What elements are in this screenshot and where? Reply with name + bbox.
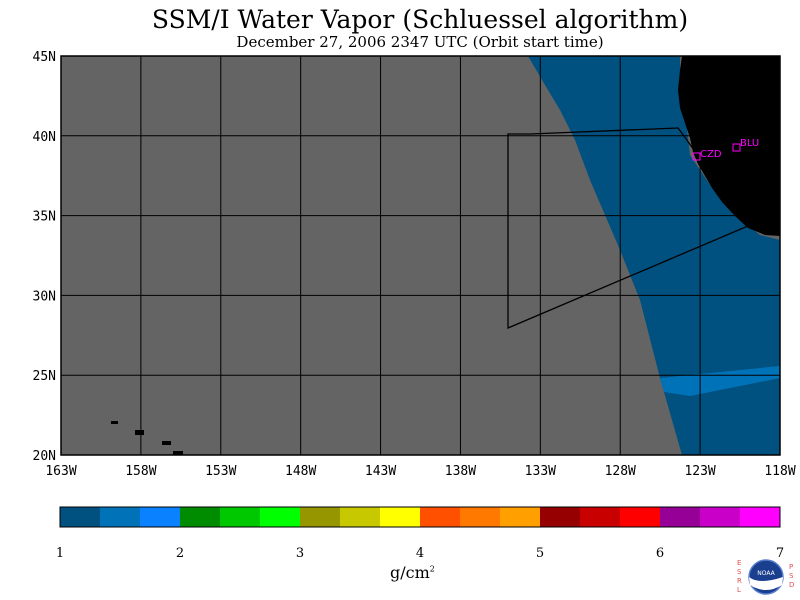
colorbar-swatch [220, 507, 261, 527]
colorbar-swatch [140, 507, 181, 527]
map-title: SSM/I Water Vapor (Schluessel algorithm) [151, 5, 689, 34]
colorbar-swatch [460, 507, 501, 527]
colorbar-swatch [500, 507, 541, 527]
colorbar-swatch [380, 507, 421, 527]
longitude-label: 123W [684, 464, 715, 479]
latitude-label: 35N [33, 210, 56, 225]
longitude-label: 158W [125, 464, 156, 479]
longitude-label: 133W [525, 464, 556, 479]
logo-letter: E [737, 559, 741, 567]
colorbar-swatch [340, 507, 381, 527]
logo-letter: R [737, 577, 742, 585]
colorbar-tick-label: 3 [296, 546, 304, 561]
latitude-label: 25N [33, 369, 56, 384]
longitude-label: 138W [445, 464, 476, 479]
hawaiian-islands [111, 421, 183, 455]
colorbar-tick-label: 2 [176, 546, 184, 561]
colorbar-labels: 1 2 3 4 5 6 7 [56, 546, 784, 561]
longitude-labels: 163W 158W 153W 148W 143W 138W 133W 128W 123W 118W [45, 464, 795, 479]
colorbar-tick-label: 1 [56, 546, 64, 561]
station-blu: BLU [732, 138, 759, 152]
longitude-label: 118W [764, 464, 795, 479]
colorbar-swatch [420, 507, 461, 527]
colorbar-swatch [620, 507, 661, 527]
colorbar-swatch [180, 507, 221, 527]
flight-track [507, 127, 749, 329]
colorbar [59, 506, 781, 528]
colorbar-tick-label: 7 [776, 546, 784, 561]
colorbar-tick-label: 6 [656, 546, 664, 561]
latitude-label: 45N [33, 50, 56, 65]
longitude-label: 163W [45, 464, 76, 479]
colorbar-swatch [60, 507, 101, 527]
colorbar-swatch [740, 507, 781, 527]
logo-letter: L [737, 586, 741, 594]
map-border [60, 55, 781, 456]
logo-letter: S [789, 572, 794, 580]
longitude-label: 153W [205, 464, 236, 479]
colorbar-swatch [300, 507, 341, 527]
latitude-label: 30N [33, 289, 56, 304]
water-vapor-swath [528, 56, 780, 455]
colorbar-swatch [540, 507, 581, 527]
station-label: BLU [740, 138, 759, 149]
water-vapor-band-1.5-2 [660, 366, 780, 396]
map-grid [61, 56, 780, 455]
colorbar-units: g/cm2 [390, 563, 435, 582]
logo-letter: P [789, 563, 793, 571]
land-mass [678, 56, 780, 236]
latitude-label: 20N [33, 449, 56, 464]
colorbar-swatch [580, 507, 621, 527]
station-label: CZD [700, 149, 722, 160]
longitude-label: 143W [365, 464, 396, 479]
latitude-label: 40N [33, 130, 56, 145]
colorbar-swatch [100, 507, 141, 527]
latitude-labels: 45N 40N 35N 30N 25N 20N [33, 50, 56, 464]
colorbar-border [59, 506, 781, 528]
longitude-label: 148W [285, 464, 316, 479]
longitude-label: 128W [605, 464, 636, 479]
colorbar-swatch [660, 507, 701, 527]
map-subtitle: December 27, 2006 2347 UTC (Orbit start … [236, 33, 604, 51]
colorbar-tick-label: 5 [536, 546, 544, 561]
noaa-text: NOAA [757, 570, 775, 577]
colorbar-swatch [700, 507, 741, 527]
logo-letter: S [737, 568, 742, 576]
colorbar-tick-label: 4 [416, 546, 424, 561]
logo-letter: D [789, 581, 794, 589]
station-czd: CZD [692, 149, 722, 161]
colorbar-swatch [260, 507, 301, 527]
